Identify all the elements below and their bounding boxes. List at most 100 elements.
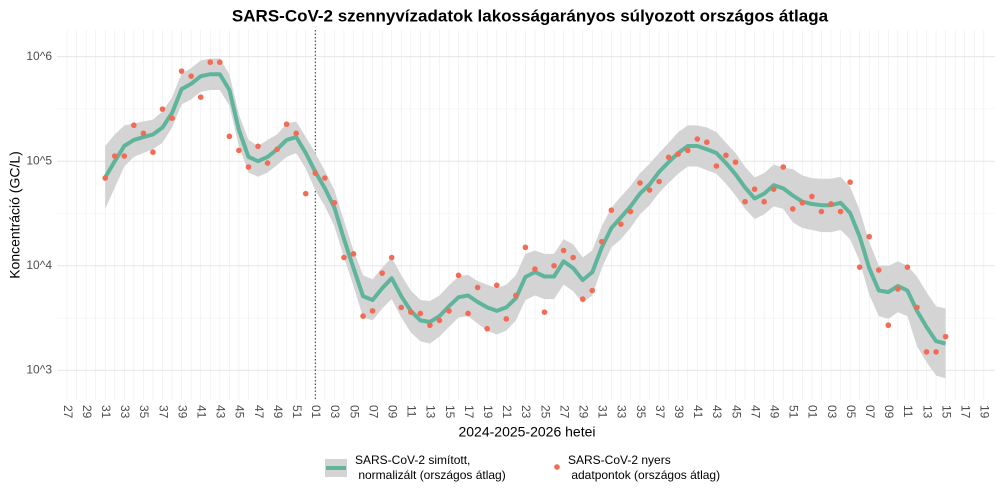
x-tick-label: 39 bbox=[672, 405, 686, 419]
x-tick-label: 37 bbox=[653, 405, 667, 419]
data-point bbox=[875, 267, 882, 273]
data-point bbox=[684, 147, 691, 154]
x-tick-label: 15 bbox=[443, 405, 457, 419]
x-tick-label: 13 bbox=[920, 405, 934, 419]
data-point bbox=[751, 186, 758, 193]
data-point bbox=[341, 254, 347, 261]
data-point bbox=[111, 153, 118, 159]
x-tick-label: 27 bbox=[557, 405, 571, 419]
data-point bbox=[207, 59, 214, 66]
data-point bbox=[704, 139, 710, 146]
legend-label-line: SARS-CoV-2 simított, bbox=[355, 453, 470, 467]
data-point bbox=[551, 262, 557, 269]
x-tick-label: 29 bbox=[577, 405, 591, 419]
data-point bbox=[895, 286, 901, 292]
data-point bbox=[713, 163, 720, 169]
x-tick-label: 39 bbox=[175, 405, 189, 419]
data-point bbox=[570, 254, 576, 261]
data-point bbox=[675, 151, 681, 157]
data-point bbox=[761, 198, 767, 205]
data-point bbox=[847, 179, 853, 186]
x-tick-label: 27 bbox=[61, 405, 75, 419]
data-point bbox=[474, 284, 481, 291]
data-point bbox=[923, 349, 930, 355]
data-point bbox=[532, 266, 538, 272]
data-point bbox=[732, 159, 739, 165]
confidence-band bbox=[105, 58, 946, 379]
data-point bbox=[637, 180, 643, 186]
data-point bbox=[723, 152, 729, 159]
data-point bbox=[446, 308, 452, 314]
x-tick-label: 45 bbox=[233, 405, 247, 419]
legend-label: SARS-CoV-2 simított, normalizált (ország… bbox=[355, 453, 506, 482]
x-tick-label: 05 bbox=[844, 405, 858, 419]
x-tick-label: 17 bbox=[959, 405, 973, 419]
data-point bbox=[322, 175, 328, 181]
legend-label: SARS-CoV-2 nyers adatpontok (országos át… bbox=[568, 453, 720, 482]
x-axis-title: 2024-2025-2026 hetei bbox=[458, 424, 595, 440]
x-tick-label: 13 bbox=[424, 405, 438, 419]
data-point bbox=[350, 251, 357, 257]
chart-title: SARS-CoV-2 szennyvízadatok lakosságarány… bbox=[232, 6, 829, 25]
data-point bbox=[770, 186, 777, 193]
x-tick-label: 51 bbox=[787, 405, 801, 419]
x-tick-label: 03 bbox=[825, 405, 839, 419]
data-point bbox=[131, 122, 137, 129]
data-point bbox=[799, 200, 806, 206]
y-tick-label: 10^5 bbox=[26, 153, 52, 167]
x-tick-label: 41 bbox=[691, 405, 705, 419]
data-point bbox=[914, 304, 920, 311]
data-point bbox=[369, 308, 376, 314]
data-point bbox=[656, 178, 662, 185]
x-tick-label: 29 bbox=[80, 405, 94, 419]
data-point bbox=[618, 221, 624, 227]
data-point bbox=[274, 146, 280, 153]
legend-key-point bbox=[554, 464, 560, 470]
x-tick-label: 33 bbox=[615, 405, 629, 419]
data-point bbox=[255, 143, 261, 150]
x-tick-label: 09 bbox=[386, 405, 400, 419]
data-point bbox=[379, 270, 385, 276]
x-tick-label: 45 bbox=[729, 405, 743, 419]
data-point bbox=[904, 264, 911, 270]
data-point bbox=[493, 282, 500, 289]
data-point bbox=[217, 59, 223, 66]
data-point bbox=[560, 247, 567, 254]
x-tick-label: 35 bbox=[634, 405, 648, 419]
x-tick-label: 07 bbox=[863, 405, 877, 419]
x-tick-label: 03 bbox=[328, 405, 342, 419]
data-point bbox=[599, 238, 605, 245]
data-point bbox=[809, 193, 815, 200]
data-point bbox=[398, 304, 405, 311]
data-point bbox=[627, 208, 634, 215]
data-point bbox=[589, 287, 596, 294]
data-point bbox=[790, 206, 796, 212]
data-point bbox=[856, 264, 863, 270]
data-point bbox=[236, 147, 242, 154]
data-point bbox=[780, 164, 787, 170]
data-point bbox=[283, 121, 290, 128]
x-tick-label: 21 bbox=[500, 405, 514, 419]
x-tick-label: 47 bbox=[252, 405, 266, 419]
y-tick-label: 10^3 bbox=[26, 362, 52, 376]
data-point bbox=[331, 200, 338, 206]
x-tick-label: 11 bbox=[405, 405, 419, 418]
data-point bbox=[388, 254, 395, 261]
data-point bbox=[188, 73, 194, 79]
x-tick-label: 51 bbox=[290, 405, 304, 419]
smoothed-line bbox=[103, 72, 947, 346]
data-point bbox=[293, 130, 300, 137]
data-point bbox=[465, 310, 471, 317]
data-point bbox=[312, 170, 319, 176]
y-tick-label: 10^4 bbox=[26, 258, 52, 272]
data-point bbox=[226, 133, 233, 140]
x-tick-label: 37 bbox=[156, 405, 170, 419]
x-tick-label: 43 bbox=[710, 405, 724, 419]
data-point bbox=[245, 164, 252, 170]
x-tick-label: 33 bbox=[118, 405, 132, 419]
data-point bbox=[942, 333, 949, 340]
data-point bbox=[646, 187, 653, 193]
x-tick-label: 35 bbox=[137, 405, 151, 419]
x-tick-label: 05 bbox=[347, 405, 361, 419]
